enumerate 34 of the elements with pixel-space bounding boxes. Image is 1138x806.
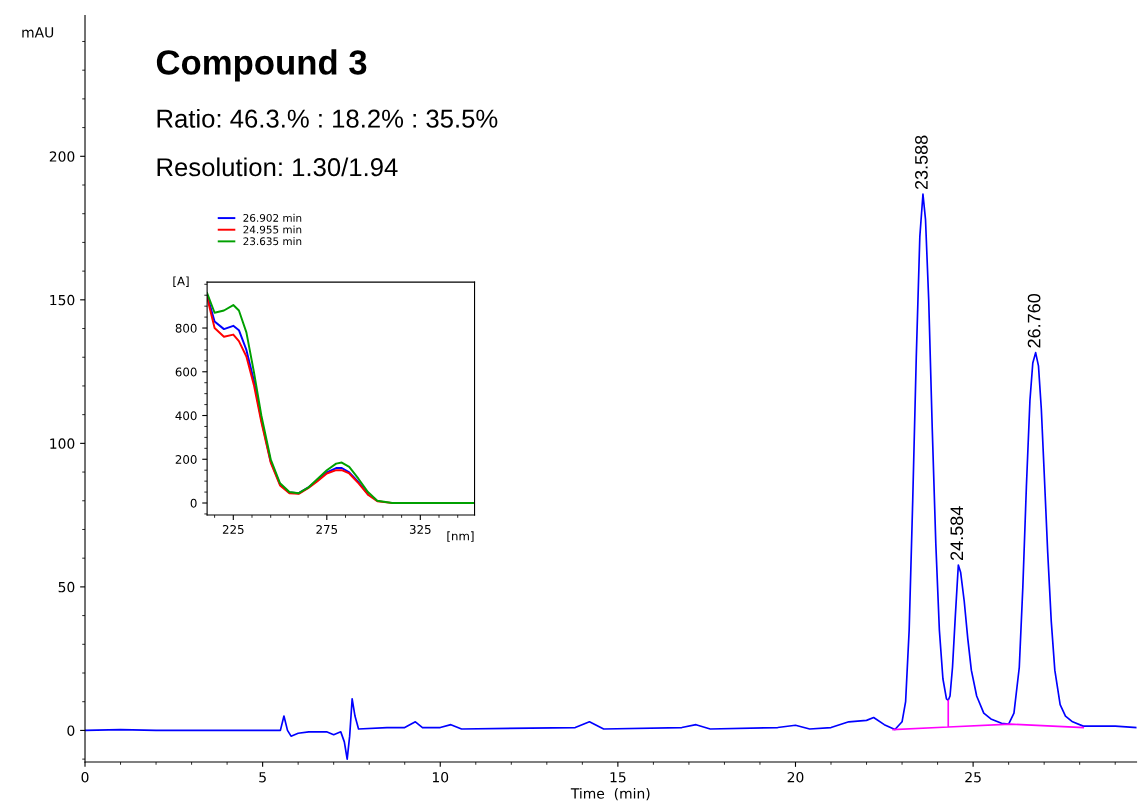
annotation: 26.760	[1027, 293, 1041, 348]
y-axis-title: mAU	[22, 27, 54, 38]
x-tick-label: 15	[610, 772, 626, 783]
text: Ratio: 46.3.% : 18.2% : 35.5%	[157, 108, 498, 128]
legend-label: 24.955 min	[243, 225, 302, 234]
annotation: 24.584	[950, 506, 964, 560]
x-tick-label: 0	[81, 771, 89, 783]
x-axis-title: Time (min)	[570, 787, 650, 801]
y-tick-label: 200	[175, 454, 197, 464]
y-tick-label: 100	[50, 438, 75, 449]
x-tick-label: 20	[787, 771, 804, 783]
x-tick-label: 25	[965, 771, 981, 783]
y-tick-label: 0	[67, 725, 75, 736]
legend-label: 23.635 min	[243, 237, 302, 246]
y-tick-label: 200	[49, 151, 75, 162]
y-axis-title: [A]	[173, 276, 189, 287]
x-tick-label: 325	[409, 524, 431, 534]
y-tick-label: 800	[175, 323, 197, 333]
x-tick-label: 225	[222, 524, 244, 534]
annotation: 23.588	[915, 135, 928, 190]
y-tick-label: 150	[50, 294, 75, 306]
text: Compound 3	[156, 49, 367, 82]
legend-label: 26.902 min	[243, 213, 302, 222]
line-series	[892, 699, 1085, 731]
y-tick-label: 0	[190, 498, 197, 508]
x-axis-title: [nm]	[447, 531, 474, 542]
y-tick-label: 600	[175, 367, 197, 377]
y-tick-label: 400	[175, 411, 197, 421]
line-series	[207, 292, 475, 504]
x-tick-label: 10	[432, 771, 449, 783]
annotation: Resolution: 1.30/1.94	[157, 157, 398, 177]
x-tick-label: 275	[316, 524, 338, 534]
y-tick-label: 50	[58, 581, 75, 593]
x-tick-label: 5	[259, 772, 266, 783]
